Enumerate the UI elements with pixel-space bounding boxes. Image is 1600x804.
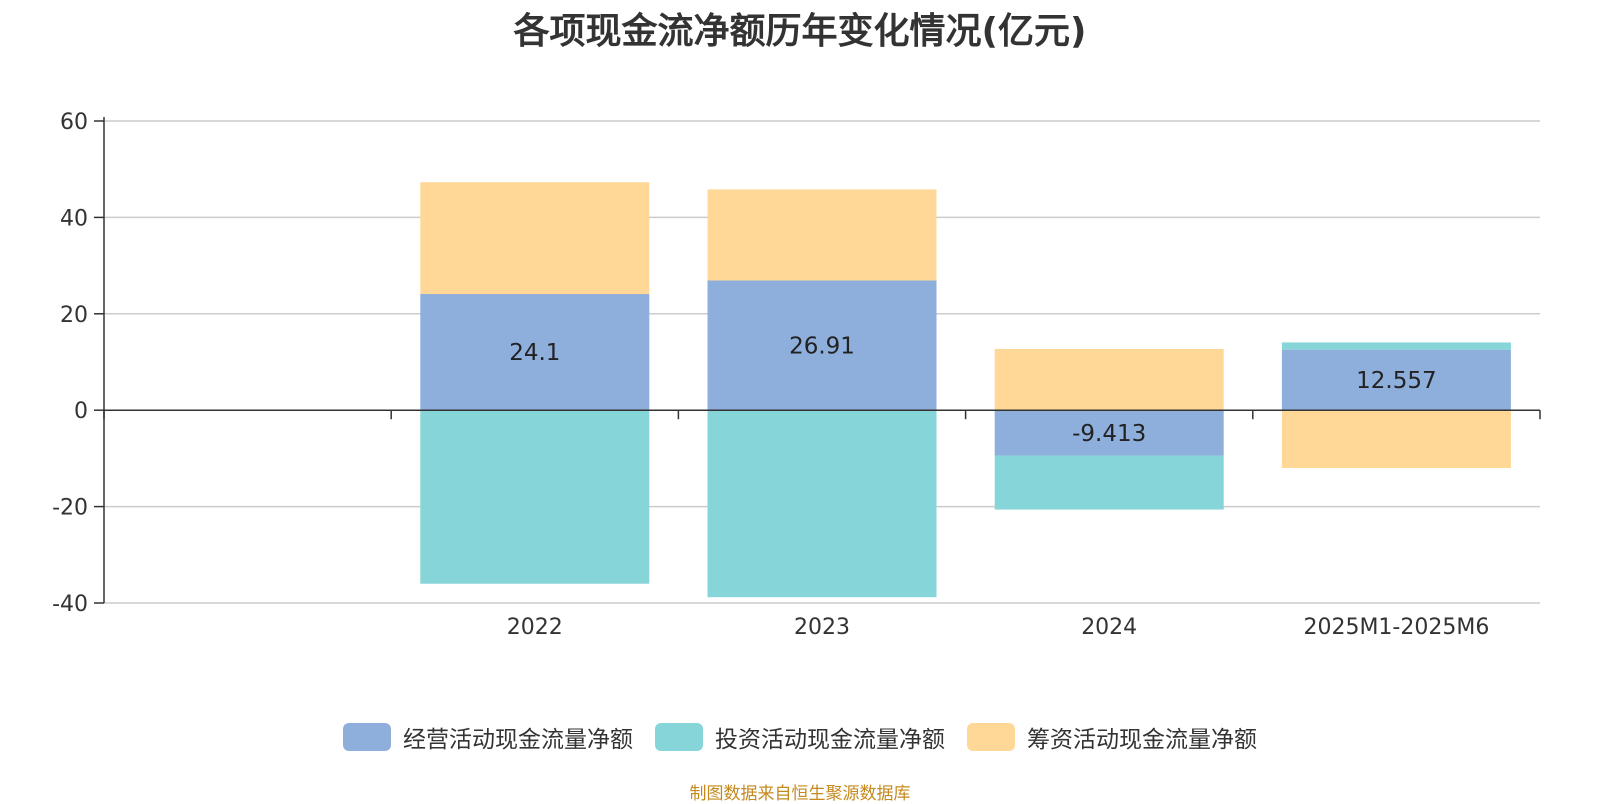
legend-label-financing: 筹资活动现金流量净额	[1027, 727, 1257, 753]
y-tick-label: 40	[60, 206, 88, 231]
bar-0-2	[707, 280, 937, 411]
legend-swatch-operating	[343, 723, 391, 751]
legend-item-financing[interactable]: 筹资活动现金流量净额	[967, 720, 1257, 754]
bar-1-3	[994, 455, 1224, 510]
data-label: 24.1	[509, 340, 560, 366]
bar-2-3	[994, 348, 1224, 411]
bar-0-3	[994, 410, 1224, 456]
legend-item-operating[interactable]: 经营活动现金流量净额	[343, 720, 633, 754]
y-tick-label: 0	[74, 399, 88, 424]
data-label: -9.413	[1072, 421, 1146, 447]
y-tick-label: 20	[60, 303, 88, 328]
chart-title: 各项现金流净额历年变化情况(亿元)	[513, 11, 1087, 52]
bar-0-1	[420, 294, 650, 411]
bar-2-4	[1281, 410, 1511, 469]
bar-1-2	[707, 410, 937, 598]
y-tick-label: -40	[52, 592, 88, 617]
bar-1-1	[420, 410, 650, 584]
source-note: 制图数据来自恒生聚源数据库	[689, 784, 911, 804]
x-tick-label: 2022	[507, 615, 563, 640]
y-tick-label: 60	[60, 110, 88, 135]
legend-label-operating: 经营活动现金流量净额	[403, 727, 633, 753]
bar-2-2	[707, 189, 937, 281]
x-tick-label: 2024	[1081, 615, 1137, 640]
legend-label-investing: 投资活动现金流量净额	[715, 727, 945, 753]
legend: 经营活动现金流量净额 投资活动现金流量净额 筹资活动现金流量净额	[0, 720, 1600, 754]
data-label: 12.557	[1356, 368, 1436, 394]
legend-swatch-investing	[655, 723, 703, 751]
legend-item-investing[interactable]: 投资活动现金流量净额	[655, 720, 945, 754]
bar-2-1	[420, 182, 650, 295]
legend-swatch-financing	[967, 723, 1015, 751]
x-tick-label: 2023	[794, 615, 850, 640]
data-label: 26.91	[789, 333, 855, 359]
bar-0-4	[1281, 349, 1511, 411]
y-tick-label: -20	[52, 496, 88, 521]
x-tick-label: 2025M1-2025M6	[1303, 615, 1489, 640]
bar-1-4	[1281, 342, 1511, 350]
